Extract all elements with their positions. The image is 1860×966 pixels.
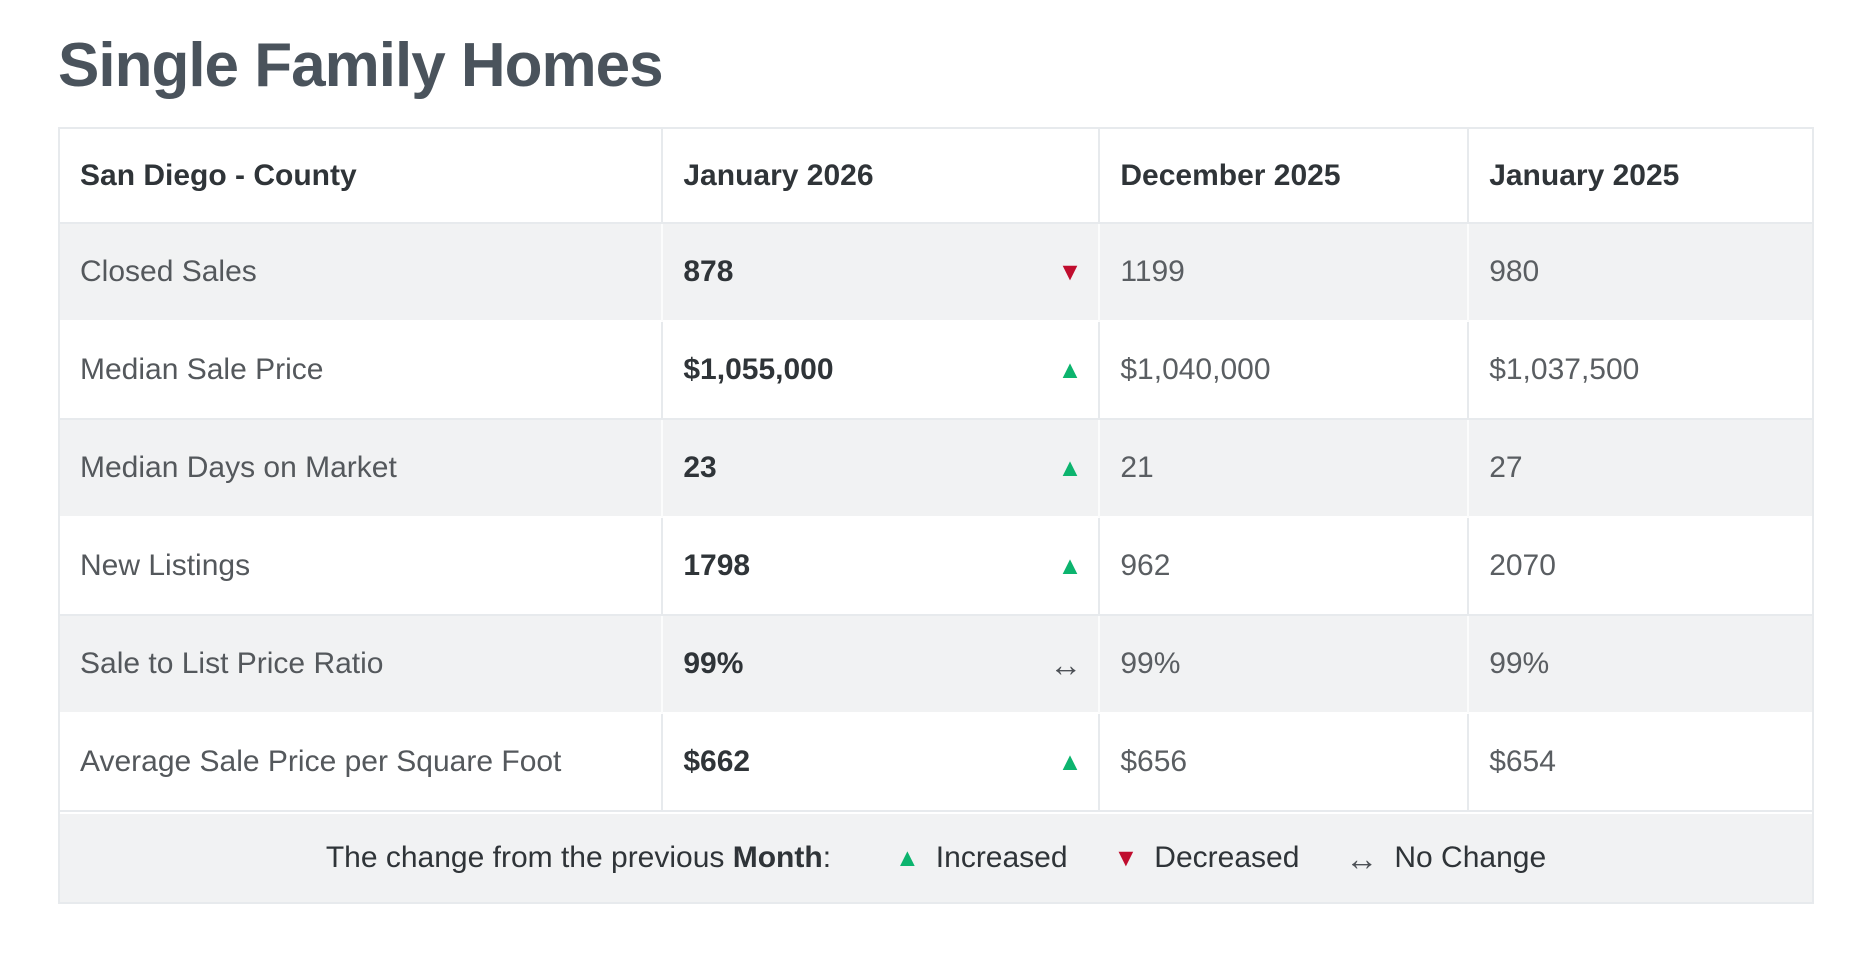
table-row: New Listings 1798 ▲ 962 2070 xyxy=(60,518,1812,616)
legend-caption-text: The change from the previous xyxy=(325,841,733,874)
legend: The change from the previous Month: ▲ In… xyxy=(60,841,1812,875)
prev-month-value: 962 xyxy=(1100,518,1470,616)
header-row: San Diego - County January 2026 December… xyxy=(60,129,1812,224)
prev-year-value: 2070 xyxy=(1469,518,1812,616)
prev-month-value: 21 xyxy=(1100,420,1470,518)
prev-year-value: 99% xyxy=(1469,616,1812,714)
current-value-cell: 99% ↔ xyxy=(663,616,1101,714)
legend-item-increased: ▲ Increased xyxy=(895,841,1068,875)
legend-caption-emphasis: Month xyxy=(732,841,823,874)
metric-label: Closed Sales xyxy=(60,224,664,322)
change-indicator-icon: ▲ xyxy=(1057,453,1083,482)
change-indicator-icon: ▼ xyxy=(1057,257,1083,286)
current-value: $1,055,000 xyxy=(683,353,834,386)
legend-caption-colon: : xyxy=(822,841,832,874)
metric-label: Sale to List Price Ratio xyxy=(60,616,664,714)
legend-caption: The change from the previous Month: xyxy=(326,841,831,875)
current-value: 23 xyxy=(683,451,717,484)
metric-label: New Listings xyxy=(60,518,664,616)
table-row: Sale to List Price Ratio 99% ↔ 99% 99% xyxy=(60,616,1812,714)
prev-month-value: $1,040,000 xyxy=(1100,322,1470,420)
current-value-cell: 1798 ▲ xyxy=(663,518,1101,616)
change-indicator-icon: ↔ xyxy=(1049,645,1083,683)
prev-month-value: $656 xyxy=(1100,714,1470,812)
legend-row: The change from the previous Month: ▲ In… xyxy=(60,812,1812,902)
report-page: Single Family Homes San Diego - County J… xyxy=(58,31,1814,904)
change-indicator-icon: ▲ xyxy=(1057,551,1083,580)
current-value: $662 xyxy=(683,745,751,778)
current-value-cell: 878 ▼ xyxy=(663,224,1101,322)
down-triangle-icon: ▼ xyxy=(1113,843,1139,872)
column-header-prev-month: December 2025 xyxy=(1100,129,1470,224)
legend-item-decreased: ▼ Decreased xyxy=(1114,841,1300,875)
metric-label: Average Sale Price per Square Foot xyxy=(60,714,664,812)
current-value: 1798 xyxy=(683,549,751,582)
legend-item-label: Decreased xyxy=(1154,841,1300,874)
current-value-cell: $662 ▲ xyxy=(663,714,1101,812)
current-value-cell: 23 ▲ xyxy=(663,420,1101,518)
current-value: 99% xyxy=(683,647,744,680)
column-header-current: January 2026 xyxy=(663,129,1101,224)
left-right-arrow-icon: ↔ xyxy=(1345,839,1379,877)
prev-month-value: 1199 xyxy=(1100,224,1470,322)
table-row: Median Days on Market 23 ▲ 21 27 xyxy=(60,420,1812,518)
metric-label: Median Sale Price xyxy=(60,322,664,420)
current-value: 878 xyxy=(683,255,734,288)
page-title: Single Family Homes xyxy=(58,31,664,100)
prev-year-value: 980 xyxy=(1469,224,1812,322)
change-indicator-icon: ▲ xyxy=(1057,747,1083,776)
table-row: Average Sale Price per Square Foot $662 … xyxy=(60,714,1812,812)
legend-item-label: No Change xyxy=(1394,841,1547,874)
current-value-cell: $1,055,000 ▲ xyxy=(663,322,1101,420)
prev-month-value: 99% xyxy=(1100,616,1470,714)
prev-year-value: $1,037,500 xyxy=(1469,322,1812,420)
table-row: Median Sale Price $1,055,000 ▲ $1,040,00… xyxy=(60,322,1812,420)
metric-label: Median Days on Market xyxy=(60,420,664,518)
up-triangle-icon: ▲ xyxy=(895,843,920,872)
prev-year-value: $654 xyxy=(1469,714,1812,812)
table-row: Closed Sales 878 ▼ 1199 980 xyxy=(60,224,1812,322)
legend-item-label: Increased xyxy=(935,841,1068,874)
market-stats-table: San Diego - County January 2026 December… xyxy=(58,127,1814,904)
prev-year-value: 27 xyxy=(1469,420,1812,518)
legend-item-no-change: ↔ No Change xyxy=(1345,841,1546,875)
column-header-prev-year: January 2025 xyxy=(1469,129,1812,224)
change-indicator-icon: ▲ xyxy=(1057,355,1083,384)
column-header-region: San Diego - County xyxy=(60,129,664,224)
